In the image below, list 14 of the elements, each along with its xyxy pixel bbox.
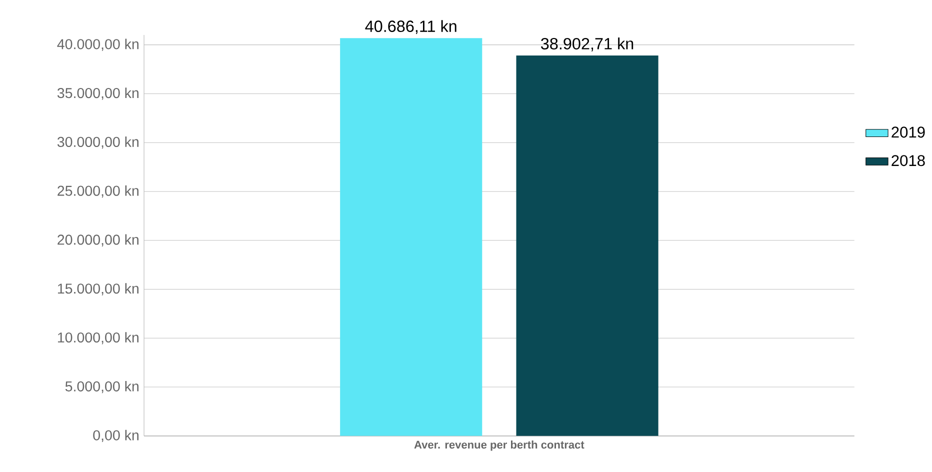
y-tick-label: 0,00 kn	[93, 430, 138, 442]
data-label: 38.902,71 kn	[540, 38, 634, 52]
y-tick-label: 20.000,00 kn	[58, 234, 138, 246]
x-tick-label: Aver. revenue per berth contract	[414, 440, 584, 451]
y-tick-label: 5.000,00 kn	[65, 380, 138, 394]
y-tick-label: 15.000,00 kn	[58, 283, 138, 296]
data-label: 40.686,11 kn	[365, 20, 456, 34]
y-tick-label: 10.000,00 kn	[58, 332, 138, 344]
legend-label: 2019	[892, 126, 925, 138]
y-tick-label: 30.000,00 kn	[57, 136, 138, 149]
y-tick-label: 25.000,00 kn	[58, 185, 138, 198]
y-tick-label: 40.000,00 kn	[57, 38, 138, 51]
legend-label: 2018	[892, 155, 925, 166]
y-tick-label: 35.000,00 kn	[57, 88, 138, 100]
